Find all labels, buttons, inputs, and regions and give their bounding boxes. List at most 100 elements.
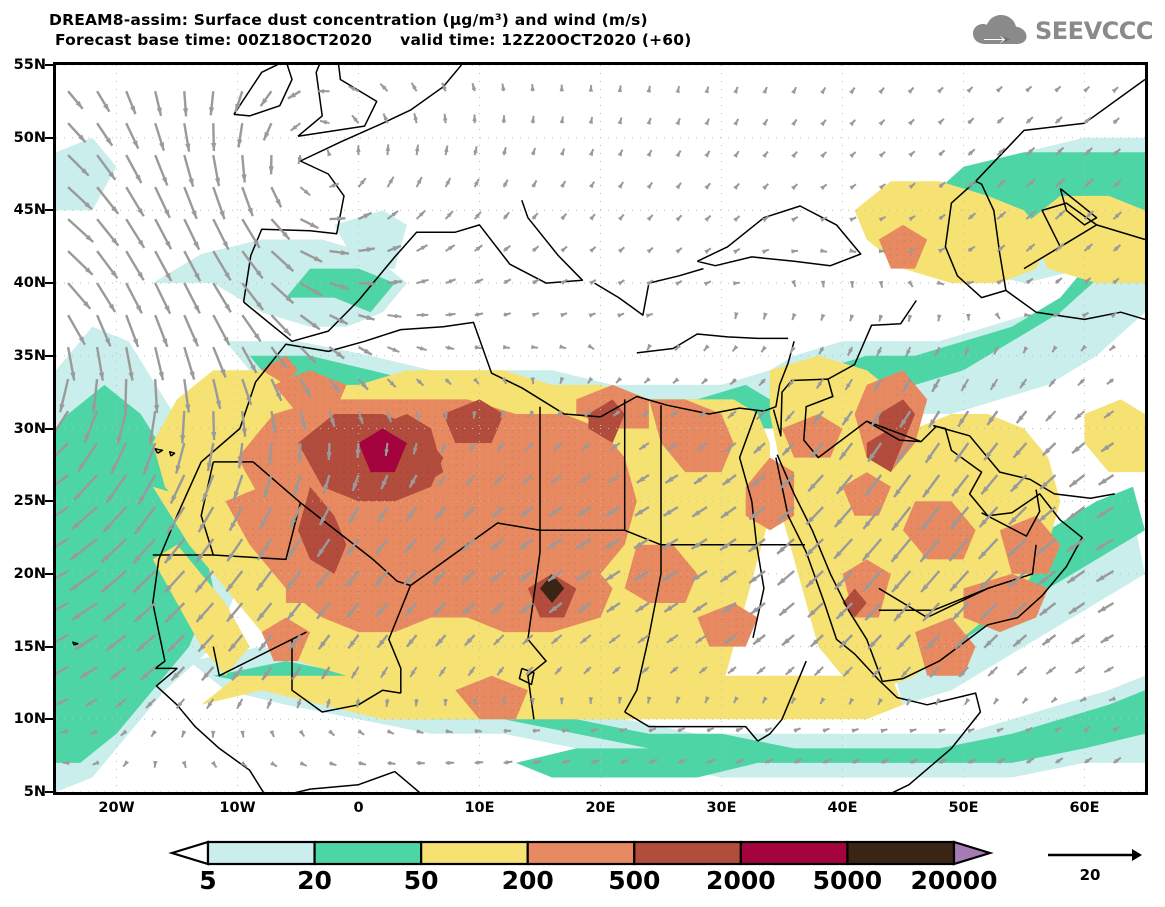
wind-vector-head	[1080, 696, 1087, 702]
wind-vector-head	[1112, 278, 1119, 285]
wind-vector-head	[1024, 312, 1031, 317]
wind-vector-head	[1053, 313, 1060, 318]
wind-vector-head	[441, 446, 447, 454]
wind-vector-head	[201, 672, 209, 681]
wind-vector-head	[675, 247, 682, 254]
lat-tick-30N: 30N	[13, 420, 46, 437]
wind-vector	[56, 537, 69, 548]
colorbar-tick-2000: 2000	[706, 866, 776, 895]
wind-vector-head	[588, 181, 595, 189]
wind-vector-head	[80, 671, 89, 679]
lat-tick-mark	[45, 64, 53, 66]
wind-vector-head	[938, 182, 946, 189]
wind-vector-head	[211, 432, 217, 440]
wind-vector-head	[263, 131, 270, 141]
wind-vector-head	[1114, 180, 1122, 187]
wind-vector-head	[445, 728, 453, 734]
wind-vector-head	[650, 759, 658, 764]
wind-vector-head	[143, 466, 149, 475]
wind-vector-head	[704, 86, 709, 94]
wind-vector-head	[952, 612, 960, 621]
wind-vector-head	[1013, 450, 1021, 458]
wind-vector-head	[462, 543, 470, 551]
wind-vector-head	[964, 348, 970, 356]
wind-vector-head	[164, 305, 171, 314]
wind-vector-head	[785, 668, 793, 675]
wind-vector-head	[979, 581, 987, 590]
wind-vector-head	[530, 84, 535, 91]
wind-vector-head	[966, 87, 973, 94]
colorbar-band-500	[633, 840, 742, 866]
wind-vector-head	[1040, 481, 1048, 489]
wind-vector-head	[733, 86, 738, 94]
wind-vector-head	[961, 384, 967, 391]
wind-vector-head	[793, 728, 801, 733]
wind-vector-head	[920, 554, 928, 562]
wind-vector-head	[935, 349, 940, 357]
logo-text: SEEVCCC	[1035, 17, 1154, 45]
coastline-border	[696, 205, 862, 267]
wind-vector-head	[351, 671, 357, 679]
wind-vector-head	[589, 214, 595, 221]
wind-vector-head	[984, 452, 992, 460]
wind-vector-head	[1084, 278, 1091, 284]
wind-vector-head	[72, 613, 81, 620]
wind-vector-head	[675, 86, 680, 94]
wind-vector-head	[878, 216, 886, 222]
wind-vector-head	[878, 248, 886, 254]
wind-vector-head	[356, 700, 361, 708]
coastline-border	[882, 424, 1083, 683]
wind-vector-head	[1039, 608, 1048, 616]
wind-scale-key: 20	[1040, 846, 1150, 892]
wind-vector-head	[560, 181, 566, 188]
wind-vector-head	[1068, 606, 1077, 614]
wind-vector-head	[375, 609, 383, 617]
wind-vector-head	[519, 574, 528, 582]
colorbar-tick-50: 50	[403, 866, 439, 895]
lat-tick-mark	[45, 209, 53, 212]
wind-vector-head	[938, 248, 945, 254]
wind-vector-head	[967, 728, 975, 734]
wind-vector-head	[1008, 549, 1016, 557]
wind-vector-head	[979, 519, 987, 528]
wind-vector-head	[1114, 212, 1122, 219]
wind-vector-head	[1037, 546, 1046, 554]
wind-key-arrow-icon	[1048, 849, 1142, 861]
wind-vector-head	[995, 86, 1003, 93]
wind-vector-head	[909, 728, 917, 734]
wind-vector-head	[1016, 415, 1024, 424]
wind-vector-head	[762, 183, 769, 191]
wind-vector-head	[472, 411, 477, 419]
wind-vector-head	[227, 553, 234, 562]
wind-vector-head	[892, 584, 900, 592]
wind-vector-head	[675, 215, 682, 222]
wind-vector-head	[366, 247, 375, 253]
wind-vector-head	[617, 247, 625, 254]
wind-vector-head	[198, 643, 206, 652]
wind-vector-head	[304, 388, 311, 397]
wind-vector-head	[349, 515, 356, 524]
wind-vector-head	[1112, 726, 1119, 733]
wind-vector-head	[998, 758, 1005, 764]
wind-vector-head	[140, 672, 149, 680]
wind-vector-head	[1029, 178, 1036, 185]
wind-vector-head	[676, 696, 681, 704]
wind-vector-head	[366, 314, 375, 320]
wind-vector-head	[241, 428, 247, 437]
wind-vector-head	[791, 249, 798, 254]
wind-key-label: 20	[1079, 866, 1101, 884]
wind-vector-head	[820, 248, 827, 253]
dust-contour-stipple	[261, 355, 298, 385]
wind-vector-head	[256, 302, 264, 310]
wind-vector-head	[352, 115, 358, 122]
dust-contour-band	[285, 268, 395, 313]
wind-vector-head	[386, 415, 392, 423]
wind-vector-head	[491, 606, 500, 614]
wind-vector-head	[133, 585, 141, 593]
wind-vector-head	[128, 372, 134, 381]
wind-vector-head	[158, 371, 164, 381]
wind-vector-head	[285, 263, 294, 272]
coastline-border	[933, 424, 1115, 500]
wind-vector-head	[1096, 543, 1105, 550]
wind-vector-head	[646, 214, 653, 222]
